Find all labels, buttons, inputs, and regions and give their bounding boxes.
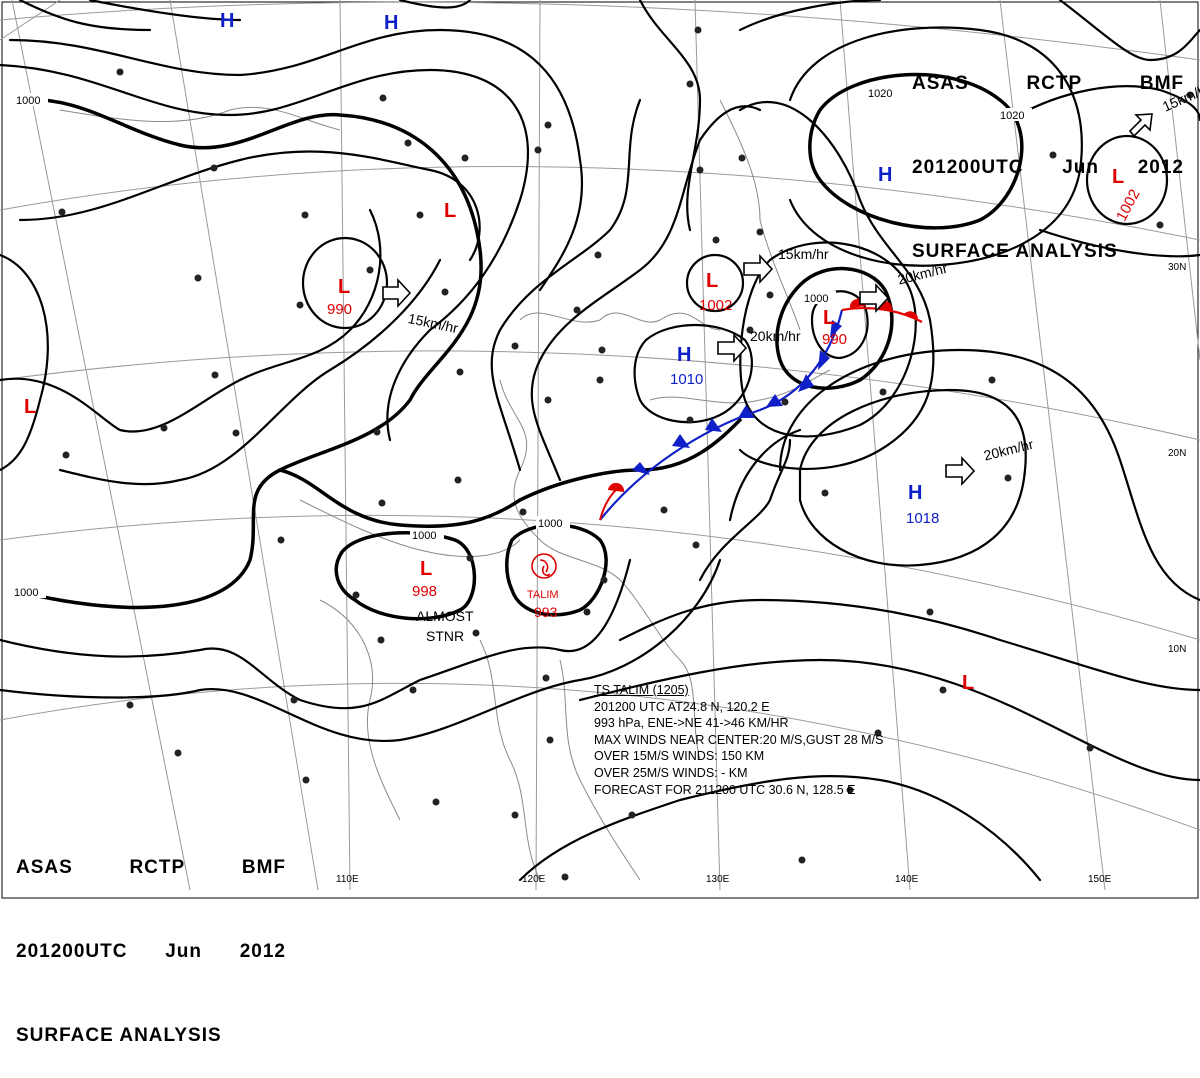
low-center-symbol: L: [1112, 166, 1125, 188]
typhoon-info-block: TS TALIM (1205) 201200 UTC AT24.8 N, 120…: [594, 682, 883, 798]
high-center-symbol: H: [878, 164, 893, 186]
motion-speed-label: 15km/hr: [778, 246, 829, 262]
high-pressure-value: 1010: [670, 371, 704, 388]
longitude-label: 120E: [522, 874, 546, 885]
latitude-label: 30N: [1168, 262, 1187, 273]
longitude-label: 110E: [336, 874, 359, 885]
low-pressure-value: 998: [412, 583, 438, 600]
chart-title-top: ASAS RCTP BMF 201200UTC Jun 2012 SURFACE…: [912, 14, 1184, 294]
typhoon-info-line: MAX WINDS NEAR CENTER:20 M/S,GUST 28 M/S: [594, 732, 884, 747]
product-name: SURFACE ANALYSIS: [912, 241, 1118, 262]
isobars: [0, 0, 1200, 882]
analysis-time: 201200UTC: [16, 941, 128, 962]
typhoon-info-line: FORECAST FOR 211200 UTC 30.6 N, 128.5 E: [594, 782, 856, 797]
typhoon-info-line: 993 hPa, ENE->NE 41->46 KM/HR: [594, 716, 789, 731]
isobar-label: 1000: [16, 95, 40, 107]
analysis-time: 201200UTC: [912, 157, 1024, 178]
bulletin-code: BMF: [1139, 73, 1184, 94]
cold-front: [599, 309, 844, 521]
agency-code: ASAS: [912, 73, 969, 94]
map-frame: [1, 1, 1199, 899]
bulletin-code: BMF: [241, 857, 286, 878]
low-pressure-value: 1002: [699, 297, 733, 314]
almost-stationary-label-line1: ALMOST: [416, 608, 474, 624]
surface-analysis-map: 1000 1000 1000 1000 1000 1020 1020: [0, 0, 1200, 900]
typhoon-info-line: OVER 25M/S WINDS: - KM: [594, 765, 748, 780]
isobar-label: 1000: [14, 587, 38, 599]
low-center-symbol: L: [706, 270, 719, 292]
isobar-label: 1000: [538, 518, 562, 530]
chart-title-bottom: ASAS RCTP BMF 201200UTC Jun 2012 SURFACE…: [16, 798, 286, 1078]
isobar-label: 1000: [804, 293, 828, 305]
isobar-label: 1020: [1000, 110, 1024, 122]
analysis-year: 2012: [239, 941, 286, 962]
longitude-label: 150E: [1088, 874, 1112, 885]
high-center-symbol: H: [220, 10, 235, 32]
typhoon-info-line: 201200 UTC AT24.8 N, 120.2 E: [594, 699, 770, 714]
typhoon-info-line: OVER 15M/S WINDS: 150 KM: [594, 749, 765, 764]
typhoon-info-header: TS TALIM (1205): [594, 683, 689, 697]
low-center-symbol: L: [24, 396, 37, 418]
latitude-label: 20N: [1168, 448, 1187, 459]
station-plots: [58, 26, 1194, 881]
low-center-symbol: L: [962, 672, 975, 694]
typhoon-name: TALIM: [527, 589, 559, 601]
longitude-label: 140E: [895, 874, 919, 885]
motion-arrows: [382, 113, 1153, 487]
low-center-symbol: L: [338, 276, 351, 298]
high-center-symbol: H: [677, 344, 692, 366]
longitude-label: 130E: [706, 874, 730, 885]
isobar-label-group: 1000 1000 1000 1000 1000 1020 1020: [12, 86, 1032, 599]
isobar-label: 1000: [412, 530, 436, 542]
low-center-symbol: L: [420, 558, 433, 580]
product-name: SURFACE ANALYSIS: [16, 1025, 222, 1046]
low-center-symbol: L: [823, 307, 836, 329]
low-center-symbol: L: [444, 200, 457, 222]
typhoon-symbol: [531, 553, 557, 579]
motion-speed-label: 20km/hr: [750, 328, 801, 344]
isobar-label: 1020: [868, 88, 892, 100]
center-code: RCTP: [1026, 73, 1083, 94]
high-pressure-value: 1018: [906, 510, 940, 527]
analysis-month: Jun: [1062, 157, 1099, 178]
analysis-year: 2012: [1137, 157, 1184, 178]
typhoon-pressure: 993: [534, 604, 558, 620]
low-pressure-value: 990: [327, 301, 353, 318]
almost-stationary-label-line2: STNR: [426, 628, 465, 644]
analysis-month: Jun: [165, 941, 202, 962]
high-center-symbol: H: [908, 482, 923, 504]
latitude-label: 10N: [1168, 644, 1187, 655]
low-pressure-value: 990: [822, 331, 848, 348]
agency-code: ASAS: [16, 857, 73, 878]
center-code: RCTP: [129, 857, 186, 878]
high-center-symbol: H: [384, 12, 399, 34]
